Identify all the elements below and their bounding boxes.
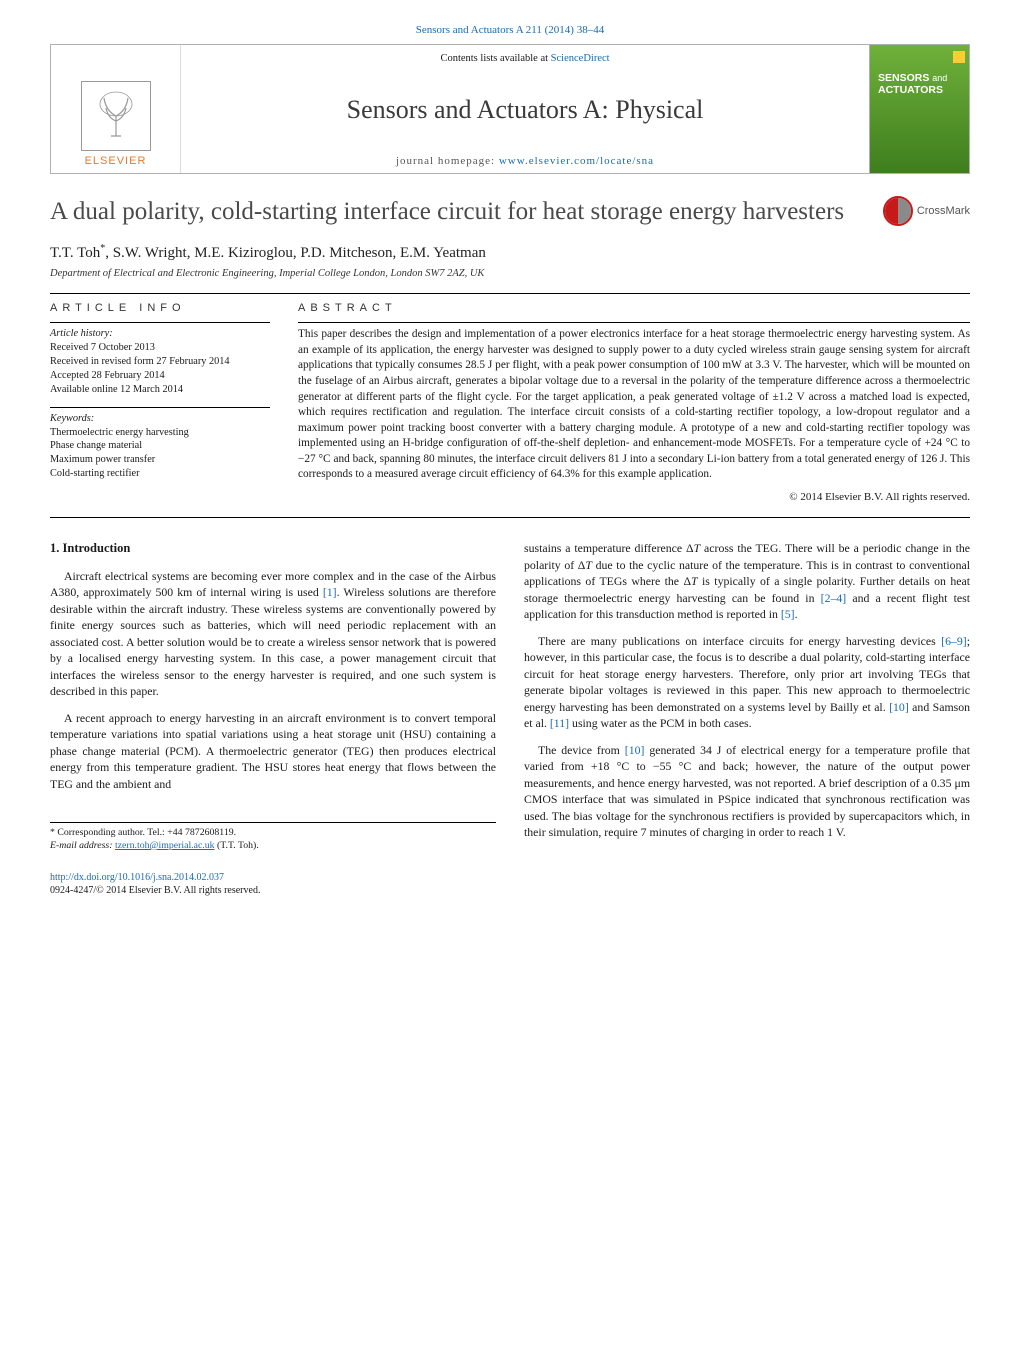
sciencedirect-link[interactable]: ScienceDirect [551,53,610,64]
cover-word-2: ACTUATORS [878,84,943,96]
homepage-link[interactable]: www.elsevier.com/locate/sna [499,155,654,167]
abstract-header: ABSTRACT [298,302,970,314]
cover-word-and: and [932,73,947,83]
article-history: Article history: Received 7 October 2013… [50,322,270,396]
keywords-label: Keywords: [50,413,94,424]
ref-link[interactable]: [10] [625,743,645,757]
divider-top [50,293,970,294]
body-columns: 1. Introduction Aircraft electrical syst… [50,540,970,853]
section-heading: 1. Introduction [50,540,496,558]
divider-bottom [50,517,970,518]
journal-citation: Sensors and Actuators A 211 (2014) 38–44 [50,24,970,36]
elsevier-tree-icon [81,81,151,151]
body-paragraph: A recent approach to energy harvesting i… [50,710,496,793]
crossmark-badge[interactable]: CrossMark [883,196,970,226]
article-info-header: ARTICLE INFO [50,302,270,314]
cover-label: SENSORS and ACTUATORS [874,73,965,96]
publisher-block: ELSEVIER [51,45,181,173]
keyword: Maximum power transfer [50,454,155,465]
keyword: Thermoelectric energy harvesting [50,427,189,438]
corresponding-author: * Corresponding author. Tel.: +44 787260… [50,822,496,852]
article-info-column: ARTICLE INFO Article history: Received 7… [50,302,270,503]
contents-line: Contents lists available at ScienceDirec… [191,53,859,64]
journal-cover: SENSORS and ACTUATORS [869,45,969,173]
received-date: Received 7 October 2013 [50,342,155,353]
homepage-line: journal homepage: www.elsevier.com/locat… [191,155,859,167]
keywords-block: Keywords: Thermoelectric energy harvesti… [50,407,270,481]
corr-tel: * Corresponding author. Tel.: +44 787260… [50,827,236,838]
body-paragraph: Aircraft electrical systems are becoming… [50,568,496,700]
ref-link[interactable]: [1] [323,585,337,599]
ref-link[interactable]: [5] [781,607,795,621]
ref-link[interactable]: [10] [889,700,909,714]
online-date: Available online 12 March 2014 [50,384,183,395]
email-link[interactable]: tzern.toh@imperial.ac.uk [115,840,215,851]
issn-badge-icon [953,51,965,63]
body-paragraph: sustains a temperature difference ΔT acr… [524,540,970,623]
ref-link[interactable]: [6–9] [941,634,967,648]
journal-title: Sensors and Actuators A: Physical [191,95,859,125]
doi-block: http://dx.doi.org/10.1016/j.sna.2014.02.… [50,871,970,897]
abstract-column: ABSTRACT This paper describes the design… [298,302,970,503]
journal-banner: ELSEVIER Contents lists available at Sci… [50,44,970,174]
homepage-prefix: journal homepage: [396,155,499,167]
ref-link[interactable]: [2–4] [821,591,847,605]
crossmark-icon [883,196,913,226]
cover-word-1: SENSORS [878,72,929,84]
ref-link[interactable]: [11] [550,716,569,730]
authors: T.T. Toh*, S.W. Wright, M.E. Kiziroglou,… [50,243,970,262]
revised-date: Received in revised form 27 February 201… [50,356,230,367]
doi-link[interactable]: http://dx.doi.org/10.1016/j.sna.2014.02.… [50,872,224,883]
corr-marker: * [100,243,105,254]
article-title: A dual polarity, cold-starting interface… [50,196,883,227]
history-label: Article history: [50,328,113,339]
crossmark-label: CrossMark [917,205,970,217]
affiliation: Department of Electrical and Electronic … [50,268,970,279]
keyword: Cold-starting rectifier [50,468,140,479]
abstract-body: This paper describes the design and impl… [298,322,970,483]
publisher-name: ELSEVIER [85,155,147,167]
email-label: E-mail address: [50,840,115,851]
abstract-copyright: © 2014 Elsevier B.V. All rights reserved… [298,491,970,503]
body-paragraph: There are many publications on interface… [524,633,970,732]
email-suffix: (T.T. Toh). [215,840,259,851]
banner-center: Contents lists available at ScienceDirec… [181,45,869,173]
contents-prefix: Contents lists available at [440,53,550,64]
keyword: Phase change material [50,440,142,451]
accepted-date: Accepted 28 February 2014 [50,370,165,381]
issn-line: 0924-4247/© 2014 Elsevier B.V. All right… [50,885,260,896]
body-paragraph: The device from [10] generated 34 J of e… [524,742,970,841]
